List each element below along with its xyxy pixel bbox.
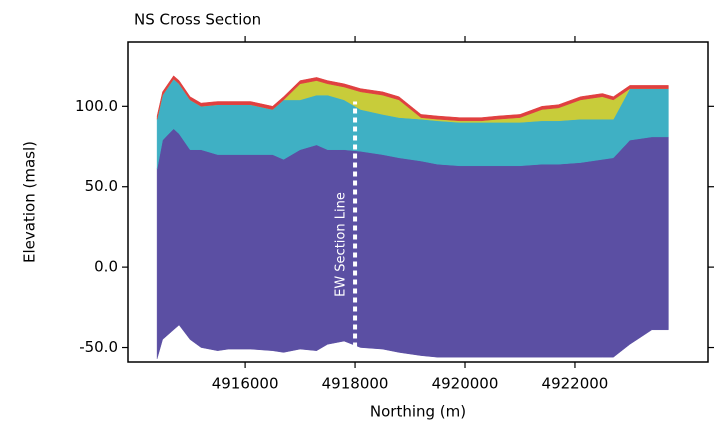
y-tick-label: 100.0 <box>75 97 118 115</box>
y-tick-label: 50.0 <box>85 177 118 195</box>
plot-frame <box>127 41 709 363</box>
x-tick-label: 4916000 <box>212 375 279 393</box>
x-tick-label: 4918000 <box>322 375 389 393</box>
chart-title: NS Cross Section <box>134 11 261 29</box>
y-axis-label: Elevation (masl) <box>21 141 39 263</box>
annotation-label: EW Section Line <box>334 192 349 297</box>
layer-area <box>156 128 669 359</box>
x-tick-label: 4922000 <box>542 375 609 393</box>
x-axis-label: Northing (m) <box>370 403 466 421</box>
y-tick-label: 0.0 <box>94 258 118 276</box>
x-tick-label: 4920000 <box>432 375 499 393</box>
layer-area <box>156 75 669 122</box>
y-tick-label: -50.0 <box>79 338 118 356</box>
